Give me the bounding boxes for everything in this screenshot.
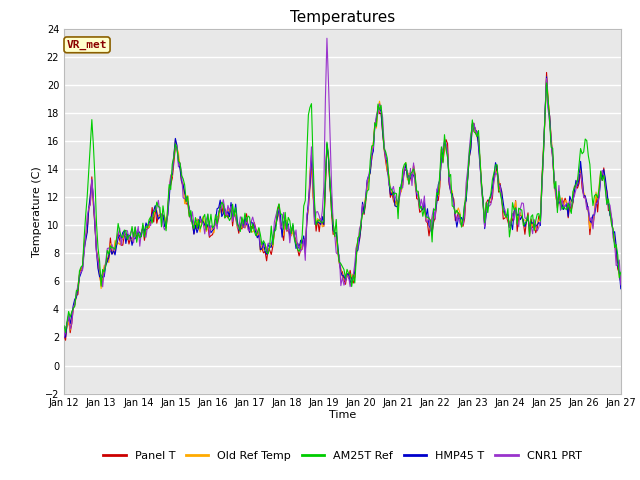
Text: VR_met: VR_met	[67, 40, 108, 50]
Y-axis label: Temperature (C): Temperature (C)	[32, 166, 42, 257]
X-axis label: Time: Time	[329, 410, 356, 420]
Legend: Panel T, Old Ref Temp, AM25T Ref, HMP45 T, CNR1 PRT: Panel T, Old Ref Temp, AM25T Ref, HMP45 …	[99, 446, 586, 466]
Title: Temperatures: Temperatures	[290, 10, 395, 25]
